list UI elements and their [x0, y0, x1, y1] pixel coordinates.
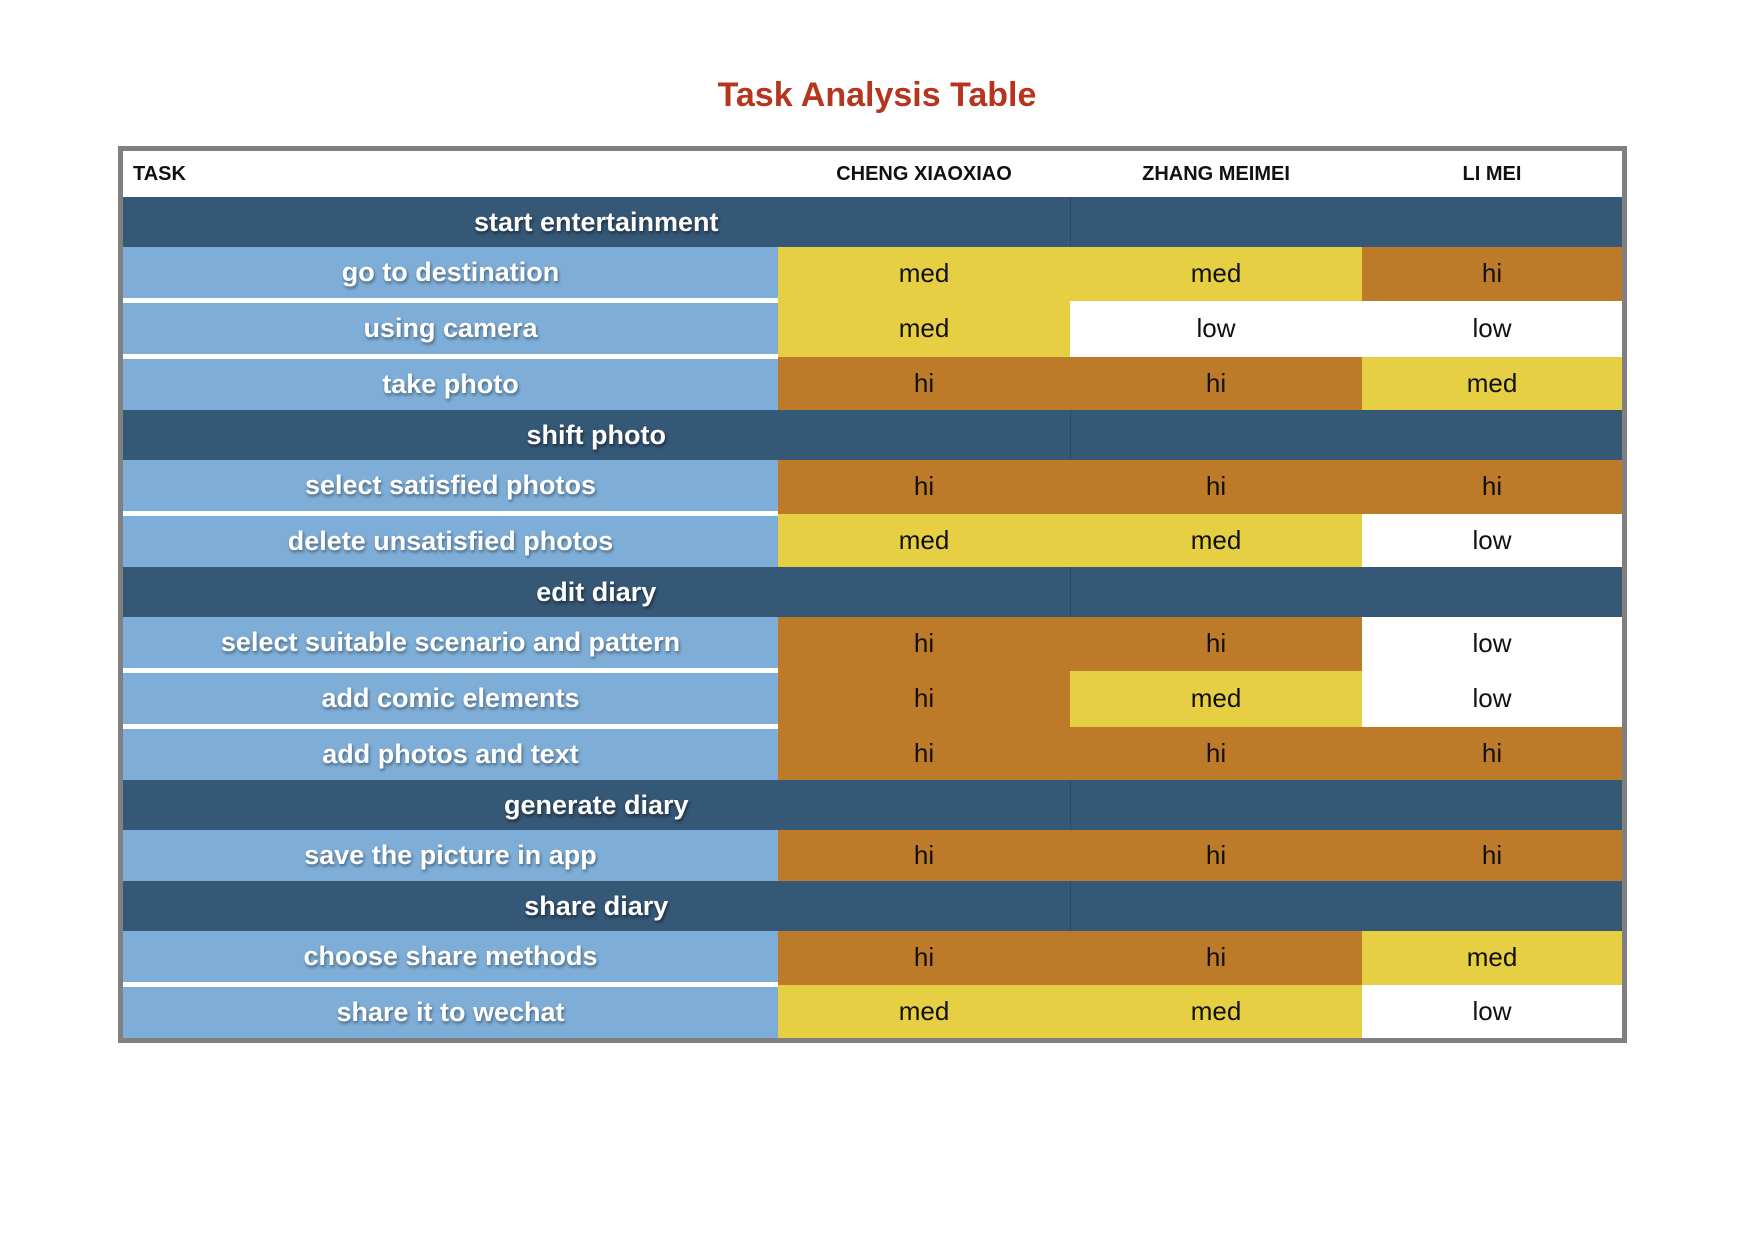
- cell-cheng-xiaoxiao: hi: [778, 617, 1070, 671]
- section-row: share diary: [123, 881, 1622, 931]
- task-label: add photos and text: [123, 726, 778, 780]
- table-row: add photos and text hi hi hi: [123, 726, 1622, 780]
- task-label: using camera: [123, 300, 778, 359]
- section-row: shift photo: [123, 410, 1622, 460]
- cell-cheng-xiaoxiao: hi: [778, 356, 1070, 410]
- cell-zhang-meimei: med: [1070, 984, 1362, 1038]
- section-fill: [1069, 567, 1622, 617]
- cell-li-mei: med: [1362, 356, 1622, 410]
- cell-zhang-meimei: hi: [1070, 931, 1362, 985]
- cell-zhang-meimei: hi: [1070, 356, 1362, 410]
- section-label: edit diary: [123, 567, 1070, 617]
- section-fill: [1069, 881, 1622, 931]
- header-row: TASK CHENG XIAOXIAO ZHANG MEIMEI LI MEI: [123, 151, 1622, 197]
- section-fill: [1069, 780, 1622, 830]
- task-label: go to destination: [123, 247, 778, 303]
- task-label: add comic elements: [123, 670, 778, 729]
- cell-li-mei: hi: [1362, 460, 1622, 514]
- cell-li-mei: low: [1362, 513, 1622, 567]
- cell-li-mei: low: [1362, 984, 1622, 1038]
- table-row: select suitable scenario and pattern hi hi…: [123, 617, 1622, 673]
- table-row: select satisfied photos hi hi hi: [123, 460, 1622, 516]
- task-label: select satisfied photos: [123, 460, 778, 516]
- table-row: share it to wechat med med low: [123, 984, 1622, 1038]
- header-task: TASK: [123, 151, 778, 197]
- cell-cheng-xiaoxiao: hi: [778, 460, 1070, 514]
- table-row: take photo hi hi med: [123, 356, 1622, 410]
- cell-li-mei: med: [1362, 931, 1622, 985]
- task-analysis-table: TASK CHENG XIAOXIAO ZHANG MEIMEI LI MEI …: [123, 151, 1622, 1038]
- cell-cheng-xiaoxiao: hi: [778, 830, 1070, 881]
- cell-zhang-meimei: med: [1070, 247, 1362, 301]
- cell-cheng-xiaoxiao: med: [778, 513, 1070, 567]
- cell-li-mei: hi: [1362, 726, 1622, 780]
- cell-li-mei: low: [1362, 617, 1622, 671]
- section-label: shift photo: [123, 410, 1070, 460]
- table-row: choose share methods hi hi med: [123, 931, 1622, 987]
- cell-cheng-xiaoxiao: med: [778, 247, 1070, 301]
- cell-cheng-xiaoxiao: med: [778, 300, 1070, 357]
- table-row: delete unsatisfied photos med med low: [123, 513, 1622, 567]
- section-row: edit diary: [123, 567, 1622, 617]
- cell-cheng-xiaoxiao: hi: [778, 726, 1070, 780]
- task-label: share it to wechat: [123, 984, 778, 1038]
- section-fill: [1069, 197, 1622, 247]
- cell-zhang-meimei: hi: [1070, 726, 1362, 780]
- cell-li-mei: low: [1362, 670, 1622, 727]
- table-body: start entertainment go to destination med m…: [123, 197, 1622, 1038]
- section-label: start entertainment: [123, 197, 1070, 247]
- task-label: delete unsatisfied photos: [123, 513, 778, 567]
- task-label: choose share methods: [123, 931, 778, 987]
- table-row: go to destination med med hi: [123, 247, 1622, 303]
- header-zhang-meimei: ZHANG MEIMEI: [1070, 151, 1362, 197]
- cell-zhang-meimei: hi: [1070, 830, 1362, 881]
- cell-zhang-meimei: med: [1070, 513, 1362, 567]
- table-row: save the picture in app hi hi hi: [123, 830, 1622, 881]
- task-label: select suitable scenario and pattern: [123, 617, 778, 673]
- header-cheng-xiaoxiao: CHENG XIAOXIAO: [778, 151, 1070, 197]
- page-title: Task Analysis Table: [717, 76, 1037, 114]
- task-label: save the picture in app: [123, 830, 778, 881]
- cell-li-mei: low: [1362, 300, 1622, 357]
- table-row: add comic elements hi med low: [123, 670, 1622, 729]
- table-row: using camera med low low: [123, 300, 1622, 359]
- cell-zhang-meimei: hi: [1070, 617, 1362, 671]
- section-row: generate diary: [123, 780, 1622, 830]
- task-label: take photo: [123, 356, 778, 410]
- cell-zhang-meimei: med: [1070, 670, 1362, 727]
- task-analysis-table-frame: TASK CHENG XIAOXIAO ZHANG MEIMEI LI MEI …: [118, 146, 1627, 1043]
- cell-li-mei: hi: [1362, 830, 1622, 881]
- section-row: start entertainment: [123, 197, 1622, 247]
- cell-zhang-meimei: low: [1070, 300, 1362, 357]
- cell-cheng-xiaoxiao: med: [778, 984, 1070, 1038]
- cell-zhang-meimei: hi: [1070, 460, 1362, 514]
- header-li-mei: LI MEI: [1362, 151, 1622, 197]
- cell-cheng-xiaoxiao: hi: [778, 931, 1070, 985]
- section-label: share diary: [123, 881, 1070, 931]
- section-fill: [1069, 410, 1622, 460]
- section-label: generate diary: [123, 780, 1070, 830]
- cell-cheng-xiaoxiao: hi: [778, 670, 1070, 727]
- cell-li-mei: hi: [1362, 247, 1622, 301]
